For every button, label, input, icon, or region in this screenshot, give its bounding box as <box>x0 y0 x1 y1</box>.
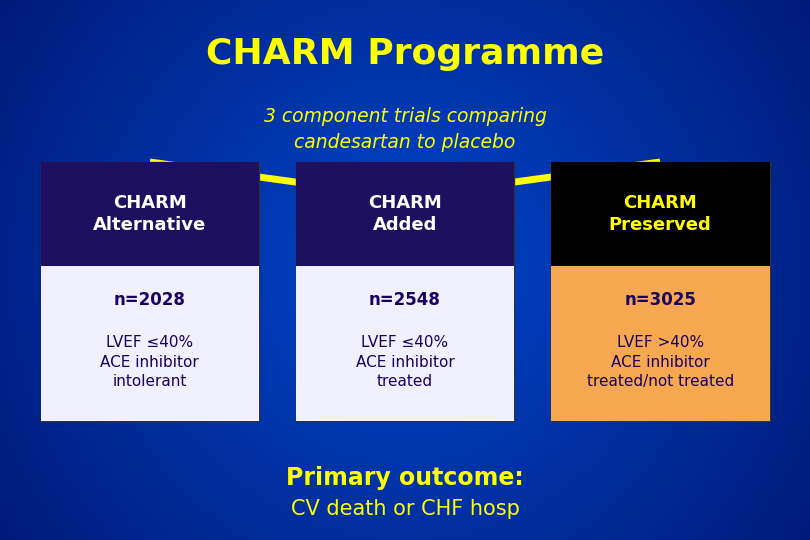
Bar <box>551 266 770 421</box>
Bar <box>40 266 259 421</box>
Text: n=3025: n=3025 <box>625 291 696 309</box>
Bar <box>40 162 259 421</box>
Text: n=2548: n=2548 <box>369 291 441 309</box>
Text: Primary outcome:: Primary outcome: <box>286 466 524 490</box>
Bar <box>296 162 514 266</box>
Text: CV death or CHF hosp: CV death or CHF hosp <box>291 498 519 519</box>
Bar <box>551 162 770 266</box>
Text: LVEF ≤40%
ACE inhibitor
intolerant: LVEF ≤40% ACE inhibitor intolerant <box>100 335 199 389</box>
Text: CHARM
Added: CHARM Added <box>368 194 442 234</box>
Bar <box>40 162 259 266</box>
Text: CHARM
Alternative: CHARM Alternative <box>93 194 207 234</box>
Text: 3 component trials comparing
candesartan to placebo: 3 component trials comparing candesartan… <box>263 107 547 152</box>
Bar <box>296 266 514 421</box>
Text: CHARM
Preserved: CHARM Preserved <box>609 194 711 234</box>
Bar <box>296 162 514 421</box>
Text: n=2028: n=2028 <box>114 291 185 309</box>
Bar <box>551 162 770 421</box>
Text: LVEF >40%
ACE inhibitor
treated/not treated: LVEF >40% ACE inhibitor treated/not trea… <box>586 335 734 389</box>
Text: LVEF ≤40%
ACE inhibitor
treated: LVEF ≤40% ACE inhibitor treated <box>356 335 454 389</box>
Text: CHARM Programme: CHARM Programme <box>206 37 604 71</box>
